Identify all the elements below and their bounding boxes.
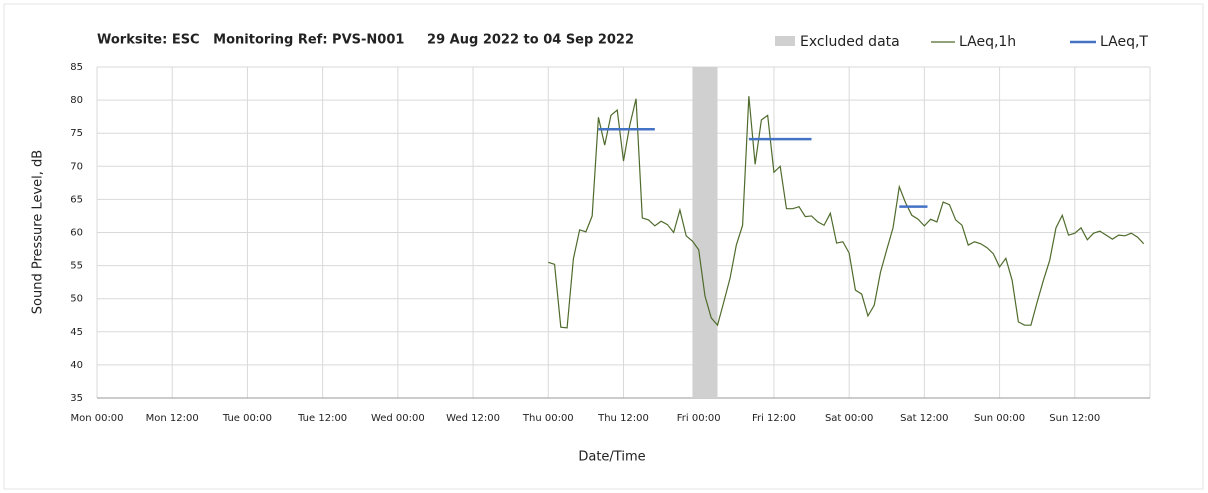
legend-swatch <box>775 36 795 46</box>
chart-title: Worksite: ESC Monitoring Ref: PVS-N001 2… <box>97 33 634 48</box>
legend-label: Excluded data <box>800 34 900 50</box>
y-tick-label: 65 <box>70 194 83 205</box>
series-line <box>548 96 1145 329</box>
chart-border <box>3 3 1204 490</box>
y-tick-label: 80 <box>70 95 83 106</box>
y-tick-label: 35 <box>70 393 83 404</box>
excluded-band <box>692 67 718 398</box>
y-tick-label: 55 <box>70 261 83 272</box>
x-tick-label: Sun 12:00 <box>1049 413 1100 424</box>
y-tick-label: 40 <box>70 360 83 371</box>
x-tick-label: Tue 00:00 <box>222 413 272 424</box>
y-tick-label: 50 <box>70 294 83 305</box>
x-tick-label: Tue 12:00 <box>297 413 347 424</box>
x-tick-label: Wed 12:00 <box>446 413 500 424</box>
y-axis-label: Sound Pressure Level, dB <box>31 150 46 314</box>
x-tick-label: Sat 00:00 <box>825 413 873 424</box>
x-tick-label: Mon 00:00 <box>70 413 123 424</box>
y-tick-label: 70 <box>70 161 83 172</box>
x-axis-label: Date/Time <box>578 450 645 465</box>
x-tick-label: Sat 12:00 <box>900 413 948 424</box>
y-tick-label: 85 <box>70 62 83 73</box>
x-tick-label: Mon 12:00 <box>146 413 199 424</box>
legend-label: LAeq,T <box>1100 34 1148 50</box>
y-tick-label: 45 <box>70 327 83 338</box>
x-tick-label: Fri 12:00 <box>752 413 796 424</box>
x-tick-label: Wed 00:00 <box>371 413 425 424</box>
x-tick-label: Thu 00:00 <box>522 413 574 424</box>
y-tick-label: 60 <box>70 228 83 239</box>
legend-label: LAeq,1h <box>959 34 1016 50</box>
y-tick-label: 75 <box>70 128 83 139</box>
x-tick-label: Thu 12:00 <box>597 413 649 424</box>
x-tick-label: Sun 00:00 <box>974 413 1025 424</box>
x-tick-label: Fri 00:00 <box>677 413 721 424</box>
